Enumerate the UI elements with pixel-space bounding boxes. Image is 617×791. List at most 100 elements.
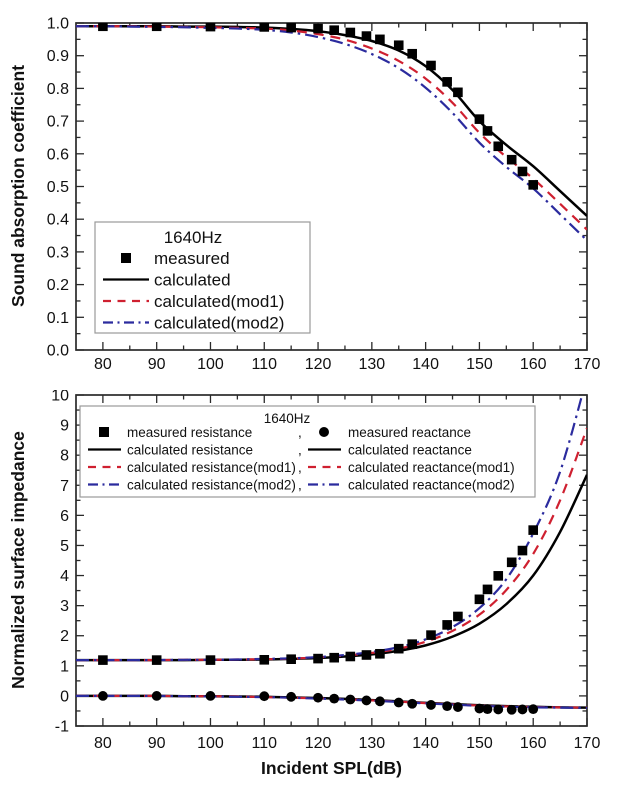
data-point-circle — [517, 704, 528, 715]
data-point-circle — [313, 692, 323, 703]
legend-label: calculated reactance — [348, 443, 472, 458]
legend-label: calculated reactance(mod1) — [348, 460, 515, 475]
legend-separator: , — [298, 443, 302, 458]
series-layer — [76, 23, 587, 242]
data-point-square — [453, 87, 463, 98]
data-point-square — [506, 557, 517, 568]
legend-label: measured resistance — [127, 425, 252, 440]
data-point-circle — [361, 695, 372, 706]
x-tick-label: 110 — [252, 356, 278, 373]
y-tick-labels: -1 0 1 2 3 4 5 6 7 8 9 10 — [51, 390, 69, 736]
data-point-square — [393, 643, 404, 654]
plot-frame — [75, 394, 588, 727]
y-tick-label: 0.2 — [47, 277, 69, 294]
y-tick-label: 2 — [60, 628, 69, 645]
x-tick-label: 100 — [197, 735, 224, 752]
legend-circle-marker — [319, 427, 329, 437]
data-point-square — [361, 31, 372, 41]
data-point-square — [361, 650, 372, 660]
x-tick-label: 130 — [358, 735, 385, 752]
data-point-square — [98, 655, 108, 665]
y-axis-title: Normalized surface impedance — [8, 431, 28, 689]
data-point-square — [329, 652, 339, 663]
y-tick-label: 4 — [60, 568, 69, 585]
data-point-square — [482, 584, 493, 595]
data-point-circle — [442, 701, 453, 712]
legend-label: calculated(mod1) — [154, 292, 284, 311]
y-tick-label: 5 — [60, 538, 69, 555]
absorption-chart: 80 90 100 110 120 130 140 150 160 170 0.0 0.1 0.2 0.3… — [8, 16, 601, 374]
data-point-square — [205, 655, 216, 665]
data-point-circle — [393, 697, 404, 708]
x-axis-title: Incident SPL(dB) — [261, 758, 402, 778]
y-tick-label: 1 — [60, 658, 69, 675]
x-tick-label: 150 — [466, 356, 493, 373]
x-tick-label: 150 — [466, 735, 493, 752]
y-tick-label: 0.9 — [47, 48, 69, 65]
data-point-square — [517, 166, 528, 177]
series-calculated-mod2- — [76, 25, 587, 242]
data-point-circle — [528, 704, 539, 715]
data-point-square — [313, 23, 323, 34]
data-point-square — [259, 655, 270, 665]
data-point-square — [528, 525, 539, 535]
series-calculated-mod1- — [76, 25, 587, 231]
legend-square-marker — [121, 253, 131, 263]
data-point-square — [329, 25, 339, 35]
data-point-square — [151, 23, 162, 32]
data-point-circle — [407, 698, 418, 709]
data-point-square — [528, 180, 539, 190]
data-point-square — [474, 114, 485, 124]
x-tick-labels: 80 90 100 110 120 130 140 150 160 170 — [94, 735, 600, 752]
data-point-circle — [97, 691, 108, 701]
legend: 1640Hz measured calculated calculated(mod1)… — [94, 221, 311, 334]
data-point-square — [453, 611, 463, 622]
y-tick-label: 0.0 — [47, 343, 69, 360]
data-point-circle — [426, 700, 436, 710]
x-tick-label: 90 — [148, 735, 166, 752]
data-point-circle — [493, 704, 504, 715]
legend-label: calculated resistance(mod2) — [127, 478, 296, 493]
data-point-circle — [482, 704, 493, 715]
y-tick-label: 3 — [60, 598, 69, 615]
y-tick-label: 6 — [60, 508, 69, 525]
legend-box — [79, 405, 536, 498]
data-point-square — [345, 651, 356, 662]
legend-label: measured — [154, 249, 230, 268]
y-tick-label: 9 — [60, 418, 69, 435]
legend-title: 1640Hz — [164, 228, 223, 247]
data-point-square — [151, 655, 162, 665]
x-tick-label: 170 — [574, 356, 601, 373]
x-tick-label: 130 — [358, 356, 385, 373]
data-point-square — [205, 23, 216, 32]
x-tick-label: 110 — [252, 735, 278, 752]
data-point-circle — [329, 693, 340, 704]
legend-label: calculated(mod2) — [154, 314, 284, 333]
y-tick-label: 0.7 — [47, 114, 69, 131]
data-point-square — [259, 23, 270, 32]
data-point-square — [286, 654, 296, 664]
legend-square-marker — [99, 427, 109, 437]
data-point-circle — [453, 702, 463, 712]
x-tick-label: 80 — [94, 356, 112, 373]
y-tick-label: 0.3 — [47, 244, 69, 261]
x-tick-label: 160 — [520, 735, 547, 752]
x-tick-label: 80 — [94, 735, 112, 752]
y-tick-label: 0.6 — [47, 146, 69, 163]
y-tick-label: 0 — [60, 688, 69, 705]
y-tick-label: -1 — [55, 719, 69, 736]
data-point-square — [375, 648, 385, 659]
legend-box — [94, 221, 311, 334]
data-point-square — [345, 27, 356, 38]
x-tick-label: 120 — [305, 735, 332, 752]
data-point-square — [407, 48, 417, 59]
series-measured-resistance — [98, 525, 539, 665]
data-point-square — [493, 141, 504, 152]
x-tick-label: 90 — [148, 356, 166, 373]
series-layer — [76, 395, 587, 715]
x-tick-label: 120 — [305, 356, 332, 373]
data-point-square — [517, 545, 528, 556]
legend-separator: , — [298, 425, 302, 440]
legend-title: 1640Hz — [264, 411, 311, 426]
